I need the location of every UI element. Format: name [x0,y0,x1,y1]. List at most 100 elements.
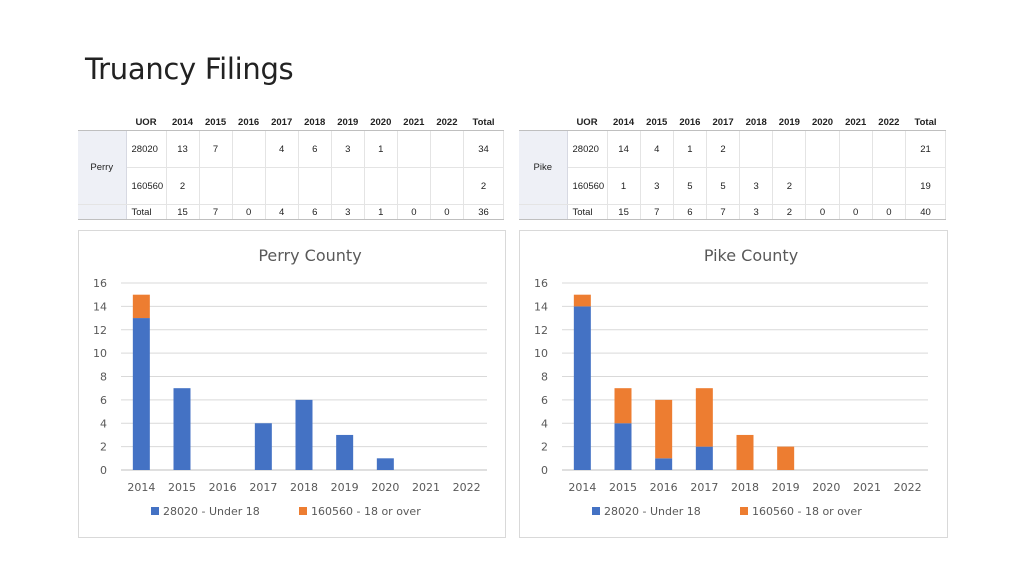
y-tick-label: 8 [541,371,548,384]
table-cell: 0 [872,204,907,220]
table-cell: 19 [905,167,946,205]
table-cell [331,167,365,205]
y-tick-label: 10 [534,347,548,360]
x-tick-label: 2020 [371,481,399,494]
table-cell: 40 [905,204,946,220]
table-cell: 15 [166,204,200,220]
table-cell [430,130,465,168]
pike-table: UOR 2014 2015 2016 2017 2018 2019 2020 2… [519,114,946,220]
y-tick-label: 2 [541,441,548,454]
x-tick-label: 2018 [290,481,318,494]
bar-segment [573,294,591,307]
x-tick-label: 2017 [249,481,277,494]
x-tick-label: 2022 [453,481,481,494]
table-header-cell: 2015 [640,114,674,131]
y-tick-label: 0 [100,464,107,477]
y-tick-label: 16 [534,277,548,290]
x-tick-label: 2021 [412,481,440,494]
y-tick-label: 12 [534,324,548,337]
y-tick-label: 14 [534,300,548,313]
y-tick-label: 16 [93,277,107,290]
bar-segment [655,458,673,470]
table-header-cell: 2022 [430,114,464,131]
county-label-blank [78,204,127,220]
table-cell: 5 [673,167,707,205]
table-cell [397,130,431,168]
pike-chart-frame: Pike County 0 2 4 6 8 10 12 14 16 2014 2015 2016 2017… [519,230,948,538]
x-tick-label: 2015 [609,481,637,494]
x-tick-label: 2018 [731,481,759,494]
x-tick-label: 2021 [853,481,881,494]
x-tick-label: 2020 [812,481,840,494]
table-header-cell: 2014 [607,114,641,131]
county-label: Pike [519,130,568,205]
table-cell: 2 [706,130,741,168]
table-cell: 1 [673,130,707,168]
y-tick-label: 10 [93,347,107,360]
table-header-cell: 2018 [739,114,773,131]
legend-label: 28020 - Under 18 [604,505,701,518]
table-cell: 15 [607,204,641,220]
legend-swatch [299,507,307,515]
table-cell: 28020 [126,130,167,168]
table-cell [872,167,907,205]
table-cell [872,130,907,168]
y-tick-label: 4 [100,417,107,430]
table-cell [232,167,266,205]
table-cell: 2 [772,167,807,205]
x-tick-label: 2019 [772,481,800,494]
table-cell: 2 [772,204,807,220]
table-cell [298,167,332,205]
bar-segment [295,399,313,470]
table-row: 160560 1 3 5 5 3 2 19 [519,167,946,205]
table-header-cell: 2014 [166,114,200,131]
y-tick-label: 6 [541,394,548,407]
table-cell: 28020 [567,130,608,168]
bar-segment [336,434,354,470]
table-cell [839,167,873,205]
table-cell: 3 [739,167,774,205]
chart-title: Pike County [704,246,798,265]
table-cell: 7 [199,204,233,220]
perry-chart: Perry County 0 2 4 6 8 10 12 14 16 2014 2015 2016 201… [93,246,487,518]
x-tick-label: 2017 [690,481,718,494]
table-header-cell: 2020 [805,114,840,131]
y-tick-label: 8 [100,371,107,384]
bar-segment [132,294,150,319]
bar-segment [573,306,591,470]
table-cell: 2 [166,167,200,205]
table-header-row: UOR 2014 2015 2016 2017 2018 2019 2020 2… [78,114,504,131]
table-total-row: Total 15 7 0 4 6 3 1 0 0 36 [78,204,504,220]
legend-label: 160560 - 18 or over [311,505,421,518]
bar-segment [695,388,713,447]
table-header-cell: 2018 [298,114,332,131]
table-cell: 160560 [567,167,608,205]
table-cell: 14 [607,130,641,168]
bar-segment [173,388,191,470]
bar-segment [132,318,150,470]
table-header-cell: Total [905,114,946,131]
y-tick-label: 6 [100,394,107,407]
table-cell [364,167,398,205]
table-header-cell: 2017 [706,114,740,131]
table-header-corner [519,114,567,131]
bar-segment [695,446,713,470]
table-cell [772,130,807,168]
slide-title: Truancy Filings [85,52,294,86]
table-cell: 21 [905,130,946,168]
y-tick-label: 14 [93,300,107,313]
table-cell: 36 [463,204,504,220]
table-header-cell: 2017 [265,114,299,131]
table-cell: 1 [364,130,398,168]
table-cell [265,167,299,205]
table-cell [805,130,840,168]
y-tick-label: 4 [541,417,548,430]
table-cell: 3 [640,167,674,205]
x-tick-label: 2016 [650,481,678,494]
table-header-cell: 2015 [199,114,233,131]
table-cell: Total [567,204,608,220]
table-cell: 3 [331,204,365,220]
table-row: Pike 28020 14 4 1 2 21 [519,130,946,205]
bar-segment [655,399,673,459]
table-cell: 7 [199,130,233,168]
